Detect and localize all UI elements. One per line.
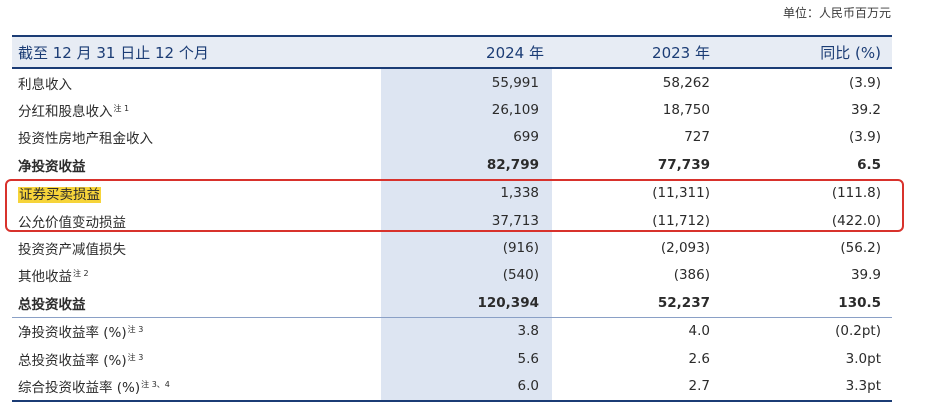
annotation-box [5, 179, 904, 232]
cell-2024: 82,799 [486, 156, 539, 173]
cell-2023: (11,712) [652, 212, 710, 229]
cell-2023: 58,262 [662, 74, 710, 91]
cell-2024: 120,394 [477, 294, 540, 311]
cell-2024: 37,713 [491, 212, 539, 229]
highlight-column-2024 [381, 35, 552, 401]
cell-yoy: (3.9) [848, 74, 881, 91]
table-row: 投资性房地产租金收入 699 727 (3.9) [12, 124, 892, 151]
cell-2024: 5.6 [517, 350, 539, 367]
cell-2023: (11,311) [652, 185, 710, 202]
cell-2023: 18,750 [662, 102, 710, 119]
header-yoy: 同比 (%) [820, 43, 881, 62]
cell-yoy: (3.9) [848, 129, 881, 146]
header-2024: 2024 年 [486, 43, 544, 62]
table-row-subtotal: 净投资收益 82,799 77,739 6.5 [12, 151, 892, 178]
cell-yoy: (56.2) [840, 240, 881, 257]
unit-note: 单位：人民币百万元 [782, 6, 891, 20]
row-label: 净投资收益率 (%)注 3 [18, 325, 144, 342]
row-label: 总投资收益率 (%)注 3 [18, 352, 144, 369]
cell-2024: 26,109 [491, 102, 539, 119]
footnote-ref: 注 3 [127, 325, 144, 335]
cell-yoy: 39.9 [850, 267, 881, 284]
cell-yoy: 130.5 [838, 294, 881, 311]
footnote-ref: 注 1 [113, 104, 130, 114]
table-row: 总投资收益率 (%)注 3 5.6 2.6 3.0pt [12, 345, 892, 372]
row-label: 净投资收益 [18, 158, 86, 175]
cell-2024: 55,991 [491, 74, 539, 91]
row-label: 公允价值变动损益 [18, 214, 126, 231]
row-label: 综合投资收益率 (%)注 3、4 [18, 379, 170, 396]
cell-2023: 2.6 [688, 350, 710, 367]
row-label: 投资资产减值损失 [18, 242, 126, 259]
cell-2024: 3.8 [517, 323, 539, 340]
cell-2024: 6.0 [517, 377, 539, 394]
table-row: 其他收益注 2 (540) (386) 39.9 [12, 262, 892, 289]
table-header: 截至 12 月 31 日止 12 个月 2024 年 2023 年 同比 (%) [12, 35, 892, 69]
cell-yoy: (422.0) [831, 212, 881, 229]
investment-income-table: 截至 12 月 31 日止 12 个月 2024 年 2023 年 同比 (%)… [12, 35, 892, 402]
header-period: 截至 12 月 31 日止 12 个月 [18, 43, 209, 62]
cell-2024: (916) [502, 240, 539, 257]
table-row: 净投资收益率 (%)注 3 3.8 4.0 (0.2pt) [12, 316, 892, 345]
cell-2024: 1,338 [500, 185, 539, 202]
cell-yoy: 39.2 [850, 102, 881, 119]
row-label: 总投资收益 [18, 296, 86, 313]
cell-yoy: 3.0pt [845, 350, 881, 367]
table-row: 公允价值变动损益 37,713 (11,712) (422.0) [12, 207, 892, 234]
cell-yoy: 3.3pt [845, 377, 881, 394]
cell-2023: 2.7 [688, 377, 710, 394]
footnote-ref: 注 3 [127, 352, 144, 362]
cell-2023: 727 [684, 129, 710, 146]
table-row: 利息收入 55,991 58,262 (3.9) [12, 69, 892, 96]
cell-yoy: (0.2pt) [835, 323, 881, 340]
cell-2023: 77,739 [657, 156, 710, 173]
row-label: 投资性房地产租金收入 [18, 131, 153, 148]
row-label: 证券买卖损益 [18, 183, 101, 204]
cell-2023: 52,237 [657, 294, 710, 311]
row-label: 分红和股息收入注 1 [18, 104, 130, 121]
cell-2024: (540) [502, 267, 539, 284]
footnote-ref: 注 2 [73, 269, 89, 279]
table-row: 投资资产减值损失 (916) (2,093) (56.2) [12, 234, 892, 261]
cell-2023: (386) [673, 267, 710, 284]
highlighted-label: 证券买卖损益 [18, 187, 101, 204]
header-2023: 2023 年 [652, 43, 710, 62]
footnote-ref: 注 3、4 [141, 379, 170, 389]
cell-2023: (2,093) [660, 240, 710, 257]
row-label: 其他收益注 2 [18, 269, 89, 286]
cell-yoy: 6.5 [857, 156, 881, 173]
cell-2023: 4.0 [688, 323, 710, 340]
table-row: 分红和股息收入注 1 26,109 18,750 39.2 [12, 96, 892, 123]
cell-2024: 699 [513, 129, 539, 146]
cell-yoy: (111.8) [831, 185, 881, 202]
table-row-total: 总投资收益 120,394 52,237 130.5 [12, 289, 892, 316]
row-label: 利息收入 [18, 76, 72, 93]
table-row: 综合投资收益率 (%)注 3、4 6.0 2.7 3.3pt [12, 372, 892, 402]
